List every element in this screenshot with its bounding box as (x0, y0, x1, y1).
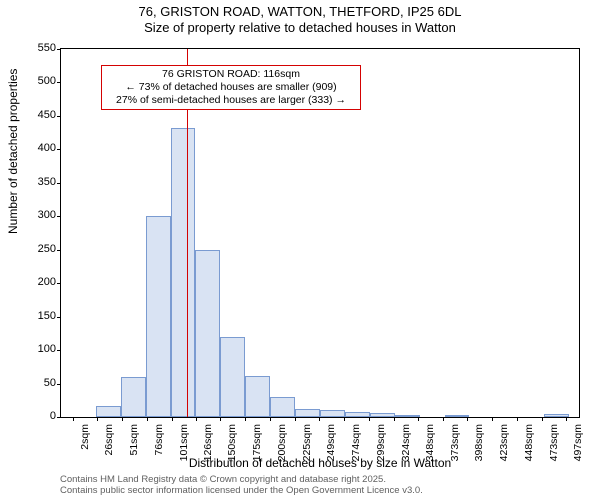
y-tick (57, 183, 61, 184)
x-tick (220, 417, 221, 421)
annotation-line: 76 GRISTON ROAD: 116sqm (106, 68, 356, 81)
histogram-bar (320, 410, 345, 417)
histogram-bar (171, 128, 196, 417)
y-tick-label: 400 (16, 142, 56, 154)
histogram-bar (395, 415, 420, 417)
x-tick (196, 417, 197, 421)
y-tick (57, 317, 61, 318)
histogram-bar (270, 397, 295, 417)
x-tick (443, 417, 444, 421)
annotation-line: 27% of semi-detached houses are larger (… (106, 94, 356, 107)
x-tick (418, 417, 419, 421)
chart-title-line1: 76, GRISTON ROAD, WATTON, THETFORD, IP25… (0, 4, 600, 19)
y-tick (57, 417, 61, 418)
histogram-plot: 2sqm26sqm51sqm76sqm101sqm126sqm150sqm175… (60, 48, 580, 418)
y-tick-label: 300 (16, 209, 56, 221)
y-tick-label: 200 (16, 276, 56, 288)
x-tick (542, 417, 543, 421)
x-tick (270, 417, 271, 421)
annotation-box: 76 GRISTON ROAD: 116sqm← 73% of detached… (101, 65, 361, 110)
histogram-bar (146, 216, 171, 417)
y-tick-label: 550 (16, 42, 56, 54)
x-axis-label: Distribution of detached houses by size … (60, 456, 580, 470)
histogram-bar (295, 409, 320, 417)
y-tick (57, 250, 61, 251)
x-tick (319, 417, 320, 421)
y-tick-label: 150 (16, 310, 56, 322)
y-tick (57, 350, 61, 351)
y-tick (57, 82, 61, 83)
annotation-line: ← 73% of detached houses are smaller (90… (106, 81, 356, 94)
x-tick (394, 417, 395, 421)
histogram-bar (245, 376, 270, 417)
histogram-bar (370, 413, 395, 417)
y-tick-label: 50 (16, 377, 56, 389)
x-tick (369, 417, 370, 421)
chart-title-line2: Size of property relative to detached ho… (0, 20, 600, 35)
x-tick (492, 417, 493, 421)
histogram-bar (121, 377, 146, 417)
x-tick (147, 417, 148, 421)
x-tick (467, 417, 468, 421)
y-tick-label: 0 (16, 410, 56, 422)
y-tick (57, 116, 61, 117)
x-tick (122, 417, 123, 421)
y-tick (57, 149, 61, 150)
y-tick-label: 100 (16, 343, 56, 355)
y-tick (57, 384, 61, 385)
x-tick (73, 417, 74, 421)
histogram-bar (345, 412, 370, 417)
y-tick-label: 350 (16, 176, 56, 188)
y-tick-label: 500 (16, 75, 56, 87)
y-tick (57, 49, 61, 50)
x-tick (245, 417, 246, 421)
y-tick-label: 450 (16, 109, 56, 121)
y-tick (57, 216, 61, 217)
y-tick (57, 283, 61, 284)
x-tick (97, 417, 98, 421)
attribution-footer: Contains HM Land Registry data © Crown c… (60, 474, 423, 497)
x-tick (172, 417, 173, 421)
histogram-bar (445, 415, 470, 417)
x-tick (517, 417, 518, 421)
histogram-bar (195, 250, 220, 417)
x-tick (295, 417, 296, 421)
x-tick (566, 417, 567, 421)
histogram-bar (96, 406, 121, 417)
footer-line1: Contains HM Land Registry data © Crown c… (60, 474, 423, 485)
x-tick (344, 417, 345, 421)
histogram-bar (220, 337, 245, 417)
y-tick-label: 250 (16, 243, 56, 255)
footer-line2: Contains public sector information licen… (60, 485, 423, 496)
